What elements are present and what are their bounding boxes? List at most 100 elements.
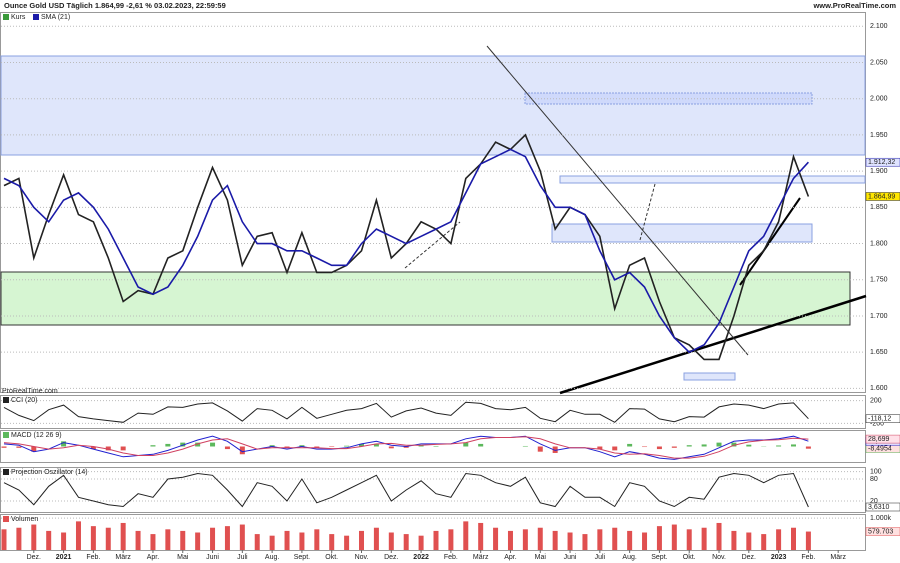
bar: [701, 444, 707, 447]
x-tick-label: März: [115, 554, 131, 561]
y-tick-label: 100: [870, 469, 882, 476]
bar: [299, 532, 305, 550]
bar: [254, 534, 260, 550]
x-tick-label: Sept.: [651, 554, 667, 561]
x-tick-label: Aug.: [622, 554, 636, 561]
last-value-label: 579.703: [868, 528, 893, 535]
bar: [597, 529, 603, 550]
bar: [1, 446, 7, 448]
bar: [329, 446, 335, 448]
bar: [686, 445, 692, 447]
bar: [776, 445, 782, 447]
bar: [31, 524, 37, 550]
resistance-zone: [0, 55, 866, 156]
y-tick-label: 2.000: [870, 96, 888, 103]
bar: [716, 442, 722, 447]
bar: [761, 534, 767, 550]
y-tick-label: 1.900: [870, 168, 888, 175]
bar: [314, 529, 320, 550]
watermark: ProRealTime.com: [2, 388, 58, 395]
bar: [448, 529, 454, 550]
bar: [418, 535, 424, 550]
bar: [582, 534, 588, 550]
bar: [388, 532, 394, 550]
bar: [165, 529, 171, 550]
bar: [537, 446, 543, 452]
bar: [805, 446, 811, 449]
bar: [373, 443, 379, 447]
bar: [120, 446, 126, 451]
bar: [388, 446, 394, 449]
y-tick-label: 200: [870, 397, 882, 404]
legend-label: Kurs: [11, 14, 26, 21]
series-line: [3, 401, 809, 423]
legend-label: SMA (21): [41, 14, 70, 21]
bar: [31, 446, 37, 452]
bar: [537, 527, 543, 550]
last-value-label: 28,699: [868, 436, 890, 443]
bar: [671, 524, 677, 550]
bar: [805, 531, 811, 550]
y-tick-label: 1.600: [870, 385, 888, 392]
bar: [642, 446, 648, 448]
bar: [210, 442, 216, 447]
last-value-box: [865, 527, 900, 536]
title-swatch: [3, 469, 9, 475]
panel-frame: [0, 514, 866, 551]
bar: [403, 446, 409, 448]
bar: [105, 446, 111, 451]
bar: [61, 532, 67, 550]
x-tick-label: Feb.: [444, 554, 458, 561]
bar: [373, 527, 379, 550]
last-value-label: 1.912,32: [868, 159, 895, 166]
x-tick-label: Okt.: [683, 554, 696, 561]
bar: [195, 442, 201, 447]
bar: [746, 532, 752, 550]
bar: [627, 530, 633, 550]
title-swatch: [3, 432, 9, 438]
bar: [627, 443, 633, 447]
last-value-label: -118,12: [868, 416, 891, 423]
bar: [642, 532, 648, 550]
x-tick-label: 2023: [771, 554, 787, 561]
bar: [656, 526, 662, 550]
bar: [463, 521, 469, 550]
bar: [16, 446, 22, 448]
x-tick-label: Sept.: [294, 554, 310, 561]
y-tick-label: -200: [870, 420, 884, 427]
bar: [195, 532, 201, 550]
bar: [269, 535, 275, 550]
x-tick-label: Mai: [535, 554, 547, 561]
bar: [478, 522, 484, 550]
series-line: [3, 472, 809, 508]
bar: [671, 446, 677, 448]
bar: [284, 446, 290, 448]
bar: [224, 526, 230, 550]
bar: [284, 530, 290, 550]
bar: [403, 534, 409, 550]
bar: [314, 446, 320, 448]
bar: [90, 446, 96, 450]
x-tick-label: Feb.: [801, 554, 815, 561]
x-tick-label: 2022: [413, 554, 429, 561]
bar: [61, 441, 67, 447]
site-name: www.ProRealTime.com: [812, 1, 896, 10]
trend-line: [739, 197, 801, 286]
x-tick-label: Mai: [177, 554, 189, 561]
bar: [165, 443, 171, 447]
zone: [559, 175, 866, 184]
bar: [239, 524, 245, 550]
y-tick-label: 1.000k: [870, 515, 892, 522]
y-tick-label: 20: [870, 498, 878, 505]
x-tick-label: Nov.: [712, 554, 726, 561]
x-tick-label: Juni: [206, 554, 219, 561]
x-tick-label: Apr.: [147, 554, 160, 561]
bar: [75, 521, 81, 550]
x-tick-label: 2021: [56, 554, 72, 561]
x-tick-label: März: [830, 554, 846, 561]
bar: [150, 534, 156, 550]
last-value-box: [865, 414, 900, 423]
bar: [522, 529, 528, 550]
legend-swatch: [33, 14, 39, 20]
x-tick-label: Feb.: [86, 554, 100, 561]
